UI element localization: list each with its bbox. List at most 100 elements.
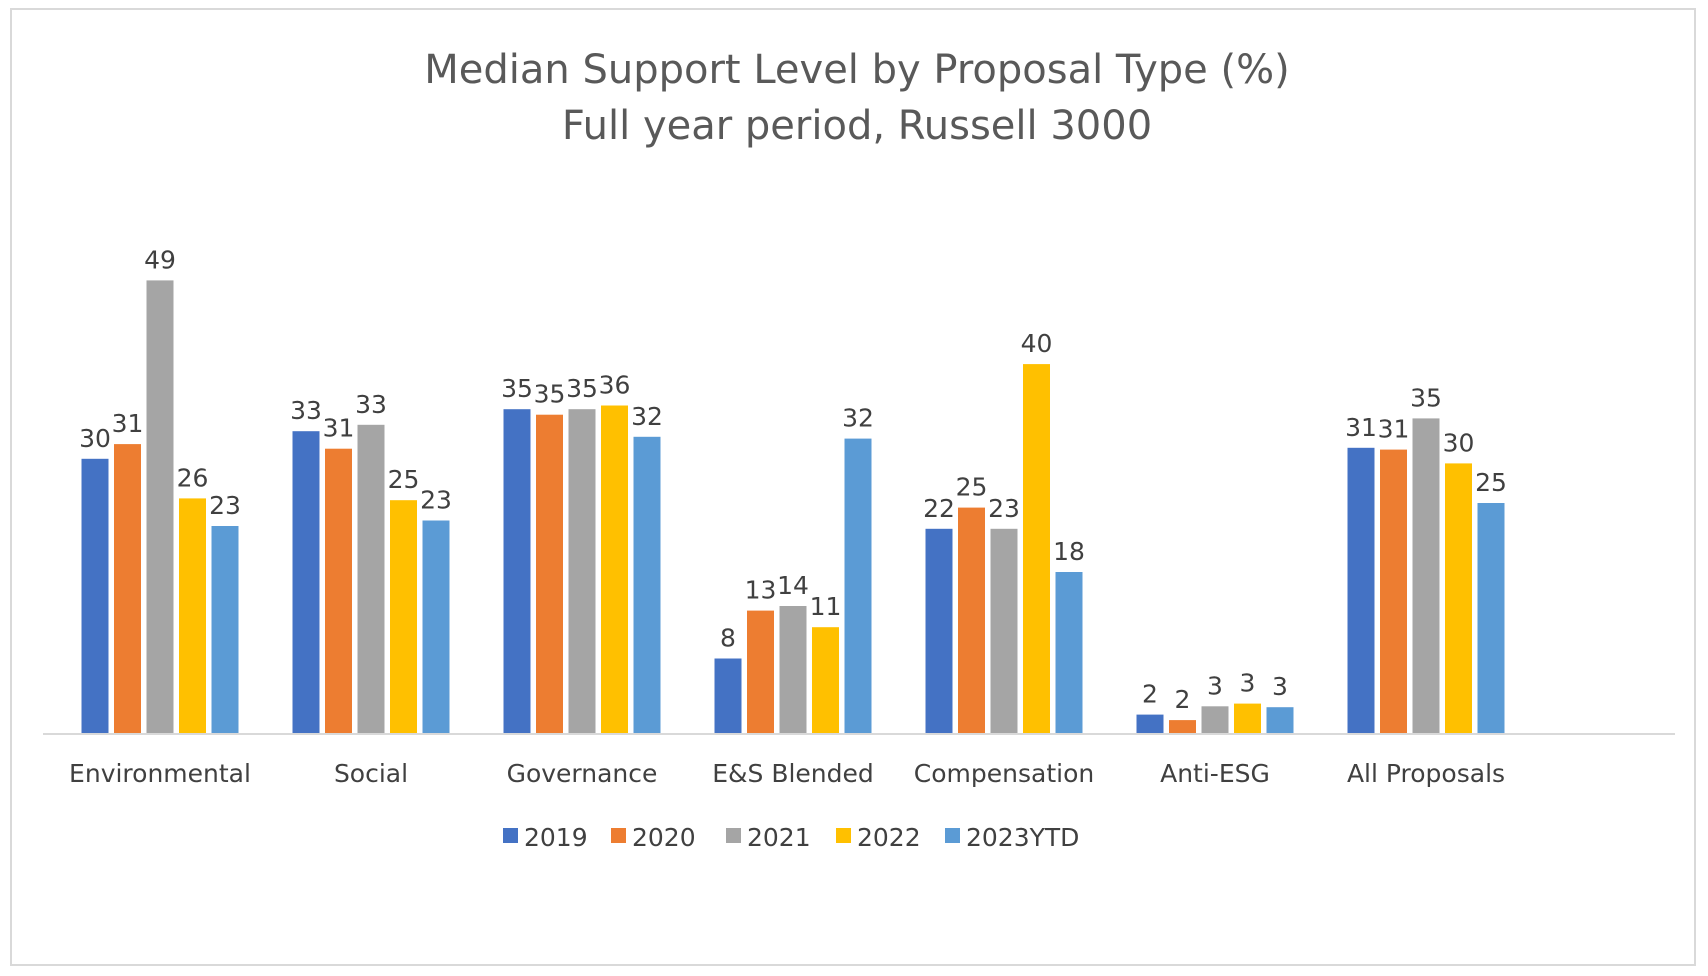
data-label: 31 <box>1378 415 1410 444</box>
bar-compensation-2019 <box>925 528 953 733</box>
data-label: 33 <box>290 396 322 425</box>
data-label: 31 <box>112 409 144 438</box>
bar-compensation-2023ytd <box>1055 572 1083 733</box>
bar-all-proposals-2019 <box>1347 447 1375 733</box>
bar-social-2019 <box>292 431 320 733</box>
chart-frame: Median Support Level by Proposal Type (%… <box>10 8 1696 966</box>
bar-compensation-2022 <box>1023 364 1050 733</box>
legend-swatch <box>611 828 626 843</box>
bar-social-2022 <box>390 500 417 733</box>
data-label: 49 <box>144 245 176 274</box>
bar-social-2023ytd <box>422 520 450 733</box>
data-label: 26 <box>177 463 209 492</box>
legend-item-2023ytd: 2023YTD <box>945 823 1079 852</box>
bar-social-2020 <box>325 448 352 733</box>
data-label: 35 <box>1410 383 1442 412</box>
data-label: 3 <box>1240 669 1256 698</box>
legend-swatch <box>945 828 960 843</box>
data-label: 35 <box>534 380 566 409</box>
legend-label: 2019 <box>524 823 588 852</box>
legend-label: 2022 <box>857 823 921 852</box>
category-label: Compensation <box>914 759 1094 788</box>
data-label: 22 <box>923 494 955 523</box>
bar-anti-esg-2020 <box>1169 720 1196 733</box>
legend-label: 2021 <box>747 823 811 852</box>
bar-all-proposals-2021 <box>1412 418 1440 733</box>
bars-layer <box>81 280 1505 733</box>
data-label: 30 <box>79 424 111 453</box>
category-label: Governance <box>507 759 658 788</box>
legend-item-2020: 2020 <box>611 823 696 852</box>
legend: 2019 2020 2021 2022 2023YTD <box>503 823 1079 852</box>
bar-anti-esg-2021 <box>1201 706 1229 733</box>
bar-governance-2022 <box>601 405 628 733</box>
data-label: 8 <box>720 624 736 653</box>
legend-swatch <box>726 828 741 843</box>
data-label: 3 <box>1207 671 1223 700</box>
bar-e-s-blended-2020 <box>747 610 774 733</box>
bar-all-proposals-2022 <box>1445 463 1472 733</box>
data-label: 40 <box>1021 329 1053 358</box>
category-label: Social <box>334 759 408 788</box>
data-label: 23 <box>209 491 241 520</box>
data-label: 35 <box>501 374 533 403</box>
bar-governance-2021 <box>568 409 596 733</box>
bar-governance-2019 <box>503 409 531 733</box>
chart-subtitle: Full year period, Russell 3000 <box>562 103 1152 149</box>
data-label: 32 <box>631 402 663 431</box>
legend-label: 2023YTD <box>966 823 1079 852</box>
data-label: 31 <box>323 414 355 443</box>
bar-environmental-2020 <box>114 444 141 733</box>
data-label: 18 <box>1053 537 1085 566</box>
bar-governance-2023ytd <box>633 436 661 733</box>
bar-chart: Median Support Level by Proposal Type (%… <box>43 47 1675 852</box>
data-label: 36 <box>599 371 631 400</box>
legend-item-2019: 2019 <box>503 823 588 852</box>
legend-swatch <box>503 828 518 843</box>
bar-social-2021 <box>357 424 385 733</box>
category-label: All Proposals <box>1347 759 1505 788</box>
bar-e-s-blended-2023ytd <box>844 438 872 733</box>
data-label: 2 <box>1142 680 1158 709</box>
chart-title: Median Support Level by Proposal Type (%… <box>424 47 1289 93</box>
data-label: 23 <box>420 486 452 515</box>
bar-e-s-blended-2022 <box>812 627 839 733</box>
legend-swatch <box>836 828 851 843</box>
category-label: E&S Blended <box>712 759 874 788</box>
bar-anti-esg-2023ytd <box>1266 707 1294 733</box>
data-label: 33 <box>355 390 387 419</box>
bar-e-s-blended-2021 <box>779 606 807 733</box>
bar-all-proposals-2023ytd <box>1477 503 1505 733</box>
bar-anti-esg-2019 <box>1136 714 1164 733</box>
data-label: 25 <box>388 465 420 494</box>
data-label: 2 <box>1175 685 1191 714</box>
data-label: 25 <box>1475 468 1507 497</box>
data-label: 3 <box>1272 672 1288 701</box>
bar-compensation-2021 <box>990 528 1018 733</box>
bar-compensation-2020 <box>958 507 985 733</box>
data-label: 35 <box>566 374 598 403</box>
category-labels: Environmental Social Governance E&S Blended… <box>69 759 1505 788</box>
data-label: 30 <box>1443 428 1475 457</box>
bar-governance-2020 <box>536 414 563 733</box>
bar-anti-esg-2022 <box>1234 703 1261 733</box>
bar-environmental-2019 <box>81 458 109 733</box>
data-label: 11 <box>810 592 842 621</box>
legend-item-2021: 2021 <box>726 823 811 852</box>
category-label: Environmental <box>69 759 251 788</box>
data-label: 14 <box>777 571 809 600</box>
bar-e-s-blended-2019 <box>714 658 742 733</box>
data-label: 23 <box>988 494 1020 523</box>
bar-all-proposals-2020 <box>1380 449 1407 733</box>
bar-environmental-2023ytd <box>211 526 239 733</box>
bar-environmental-2021 <box>146 280 174 733</box>
data-label: 13 <box>745 576 777 605</box>
data-label: 25 <box>956 473 988 502</box>
category-label: Anti-ESG <box>1160 759 1270 788</box>
data-label: 32 <box>842 404 874 433</box>
legend-label: 2020 <box>632 823 696 852</box>
data-label: 31 <box>1345 413 1377 442</box>
legend-item-2022: 2022 <box>836 823 921 852</box>
bar-environmental-2022 <box>179 498 206 733</box>
